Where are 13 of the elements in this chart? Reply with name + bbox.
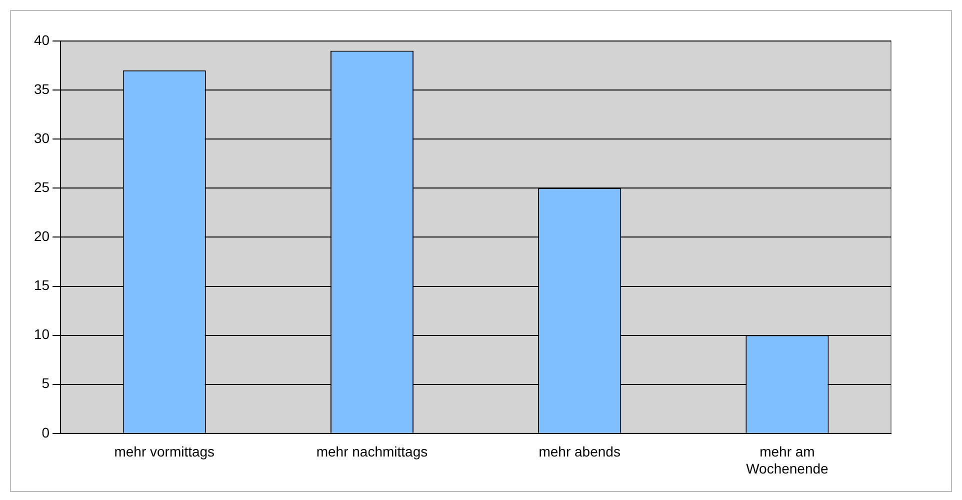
y-tick-label: 30 — [34, 130, 50, 146]
x-tick-label: mehr vormittags — [114, 444, 215, 460]
y-tick-label: 15 — [34, 277, 50, 294]
y-tick-label: 10 — [34, 326, 50, 342]
y-tick-label: 35 — [34, 80, 50, 97]
y-tick-label: 40 — [34, 32, 50, 48]
y-tick-label: 5 — [42, 375, 50, 392]
x-tick-label: mehr am Wochenende — [746, 444, 829, 476]
y-tick-label: 0 — [42, 424, 50, 440]
y-tick-label: 20 — [34, 228, 50, 244]
x-tick-label: mehr nachmittags — [316, 444, 428, 460]
y-tick-label: 25 — [34, 179, 50, 196]
x-tick-label: mehr abends — [538, 444, 620, 460]
